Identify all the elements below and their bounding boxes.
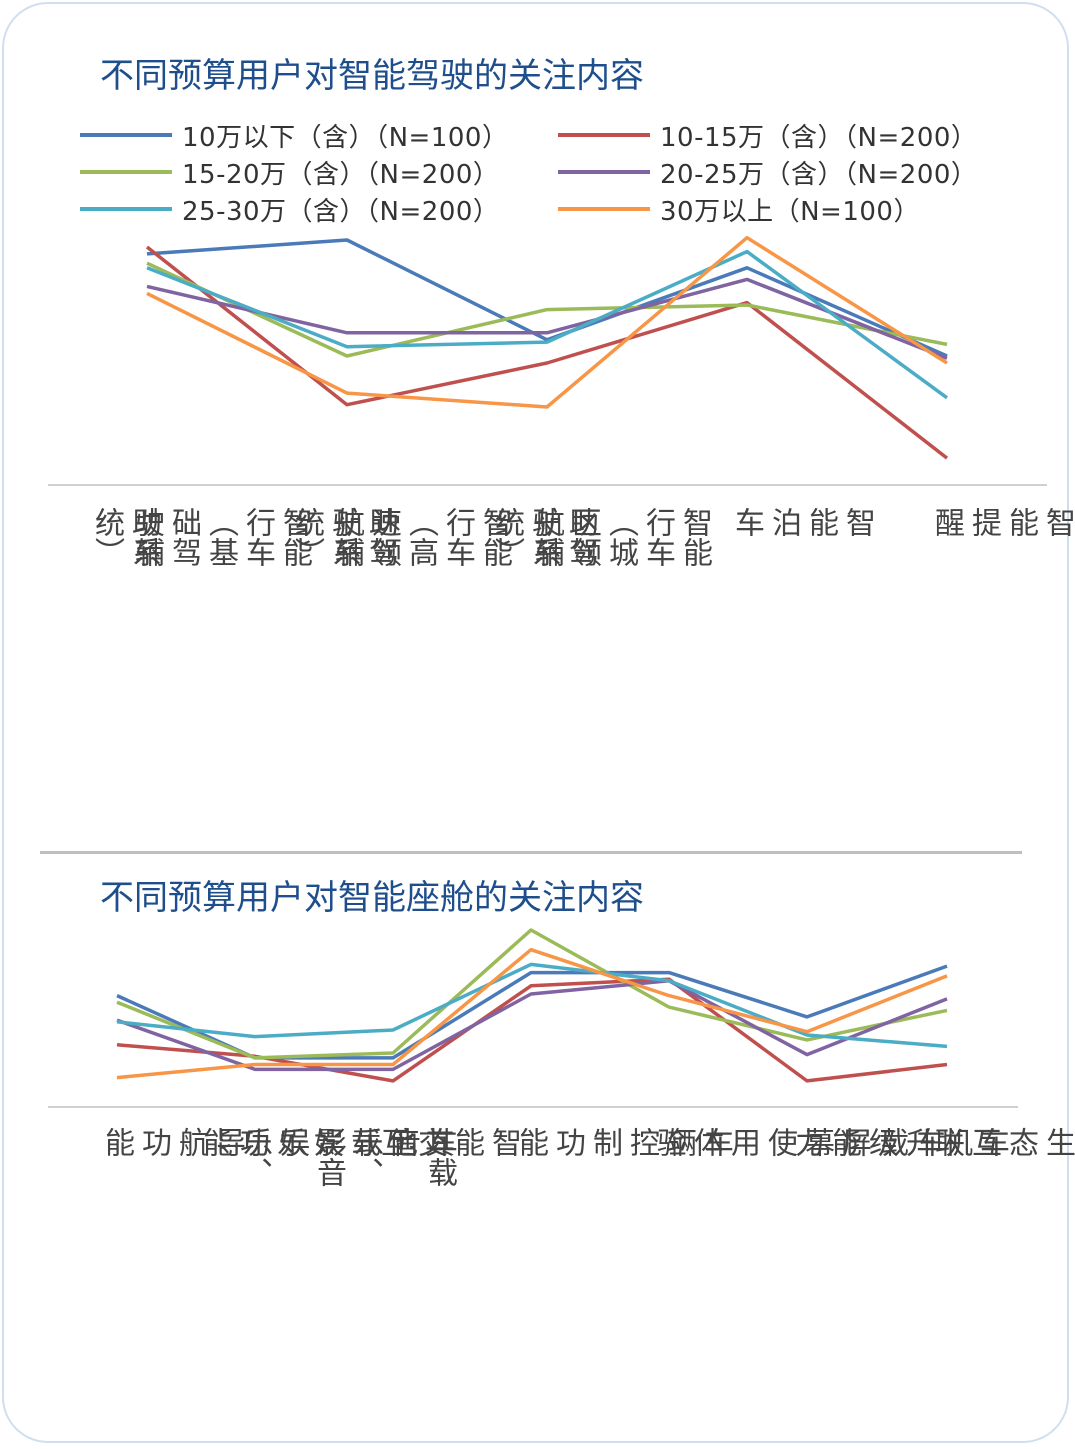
x-tick-label-column: 智能交互 — [375, 1127, 521, 1157]
x-tick-label-column: 车辆控制功能 — [513, 1127, 733, 1157]
chart-title-cockpit: 不同预算用户对智能座舱的关注内容 — [100, 878, 644, 918]
series-line — [116, 964, 948, 1060]
x-tick-label-column: 智能行车（基础驾驶辅 — [129, 507, 312, 567]
series-line — [116, 947, 948, 1080]
legend-label: 20-25万（含）（N=200） — [660, 159, 978, 190]
legend-label: 15-20万（含）（N=200） — [182, 159, 500, 190]
legend-item: 30万以上（N=100） — [558, 191, 920, 227]
legend-label: 10-15万（含）（N=200） — [660, 122, 978, 153]
chart-title-driving: 不同预算用户对智能驾驶的关注内容 — [100, 56, 644, 96]
x-tick-label-column: 智能行车（高速领航辅 — [329, 507, 512, 567]
x-tick-label-column: 智能行车（城区领航辅 — [529, 507, 712, 567]
x-tick-label-column: 智能提醒 — [929, 507, 1075, 537]
x-tick-label-column: 助驾驶系统） — [489, 507, 598, 567]
x-tick-label-column: 助系统） — [89, 507, 161, 567]
legend-swatch — [558, 207, 650, 211]
x-tick-label-column: 车机生态互联 — [929, 1127, 1075, 1157]
legend-item: 10-15万（含）（N=200） — [558, 117, 977, 153]
legend-item: 10万以下（含）（N=100） — [80, 117, 508, 153]
x-tick-label-column: 车机升级能力 — [789, 1127, 1009, 1157]
legend-label: 25-30万（含）（N=200） — [182, 196, 500, 227]
series-line — [116, 962, 948, 1049]
legend-swatch — [80, 170, 172, 174]
legend-label: 10万以下（含）（N=100） — [182, 122, 509, 153]
legend-swatch — [80, 133, 172, 137]
section-divider — [40, 851, 1022, 854]
legend-label: 30万以上（N=100） — [660, 196, 920, 227]
x-tick-label-column: 助驾驶系统） — [289, 507, 398, 567]
x-tick-label-column: 其他载娱乐功能 — [197, 1127, 454, 1157]
legend-swatch — [80, 207, 172, 211]
x-tick-label-column: 智能泊车 — [729, 507, 875, 537]
series-line — [146, 238, 948, 358]
legend-item: 25-30万（含）（N=200） — [80, 191, 499, 227]
x-tick-label-column: 车载屏幕使用体验 — [651, 1127, 945, 1157]
x-tick-label-column: 导航功能 — [99, 1127, 245, 1157]
legend-item: 20-25万（含）（N=200） — [558, 154, 977, 190]
x-tick-label-column: 车载音乐、影音娱乐、 — [237, 1127, 457, 1187]
series-line — [146, 249, 949, 400]
legend-item: 15-20万（含）（N=200） — [80, 154, 499, 190]
legend-swatch — [558, 170, 650, 174]
legend-swatch — [558, 133, 650, 137]
